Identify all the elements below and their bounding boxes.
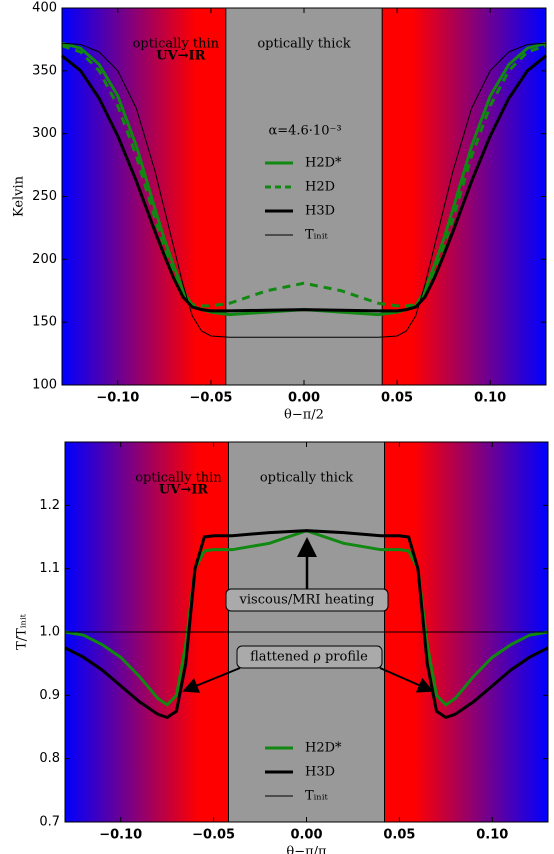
x-tick-label: 0.05 (383, 828, 415, 843)
legend-label: Tᵢₙᵢₜ (305, 789, 329, 804)
plot-frame (61, 7, 547, 386)
annotation: optically thick (260, 471, 353, 486)
y-tick-label: 1.0 (39, 625, 60, 640)
y-tick-label: 0.7 (39, 815, 60, 830)
annotation: flattened ρ profile (250, 650, 368, 665)
thin-region (382, 8, 546, 385)
x-tick-label: −0.10 (99, 828, 142, 843)
y-tick-label: 100 (32, 378, 57, 393)
y-tick-label: 1.2 (39, 498, 60, 513)
y-axis-label: Kelvin (12, 175, 27, 217)
legend-label: H3D (305, 765, 335, 780)
y-axis-label: T/Tᵢₙᵢₜ (15, 613, 30, 650)
annotation: UV→IR (156, 49, 205, 64)
annotation: optically thin (135, 471, 222, 486)
annotation: viscous/MRI heating (239, 593, 375, 608)
x-tick-label: −0.05 (192, 828, 235, 843)
series-line (61, 54, 547, 313)
series-line (61, 44, 547, 308)
legend-label: H3D (305, 204, 335, 219)
y-tick-label: 400 (32, 1, 57, 16)
y-tick-label: 150 (32, 315, 57, 330)
series-line (64, 529, 549, 720)
annotation: α=4.6·10⁻³ (268, 124, 341, 139)
y-tick-label: 0.8 (39, 751, 60, 766)
thick-region (225, 7, 383, 386)
y-tick-label: 300 (32, 126, 57, 141)
plot-frame (64, 441, 549, 823)
y-tick-label: 0.9 (39, 688, 60, 703)
annotation-box (236, 645, 383, 669)
x-tick-label: −0.10 (96, 391, 139, 406)
annotation: UV→IR (159, 483, 208, 498)
x-tick-label: 0.10 (476, 828, 508, 843)
x-tick-label: 0.05 (381, 391, 413, 406)
legend-label: H2D (305, 180, 335, 195)
x-tick-label: 0.10 (474, 391, 506, 406)
x-tick-label: −0.05 (189, 391, 232, 406)
y-tick-label: 250 (32, 189, 57, 204)
annotation-box (225, 588, 389, 612)
series-line (61, 42, 547, 338)
legend-label: H2D* (305, 156, 342, 171)
y-tick-label: 1.1 (39, 561, 60, 576)
annotation: optically thick (257, 37, 350, 52)
x-tick-label: 0.00 (288, 391, 320, 406)
legend-label: Tᵢₙᵢₜ (305, 228, 329, 243)
y-tick-label: 350 (32, 63, 57, 78)
y-tick-label: 200 (32, 252, 57, 267)
arrow (182, 667, 241, 693)
legend-label: H2D* (305, 741, 342, 756)
annotation: optically thin (133, 37, 220, 52)
x-tick-label: 0.00 (290, 828, 322, 843)
arrow (379, 667, 434, 693)
x-axis-label: θ−π/π (286, 845, 327, 854)
thin-region (62, 8, 226, 385)
x-axis-label: θ−π/2 (284, 408, 324, 423)
